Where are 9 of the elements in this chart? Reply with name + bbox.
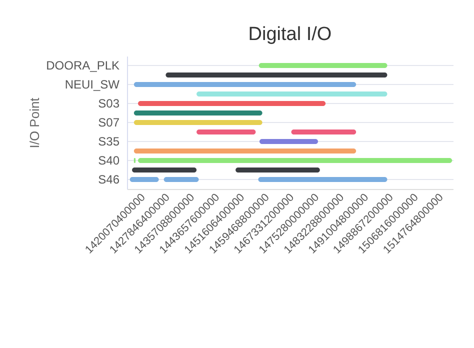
y-tick-label: S07 — [98, 116, 120, 130]
y-tick-label: S03 — [98, 96, 120, 110]
chart-title: Digital I/O — [248, 24, 332, 45]
y-tick-label: S35 — [98, 134, 120, 148]
y-axis-title: I/O Point — [27, 97, 42, 148]
y-tick-label: DOORA_PLK — [46, 58, 120, 72]
y-tick-label: S40 — [98, 154, 120, 168]
y-tick-label: NEUI_SW — [64, 78, 120, 92]
y-tick-label: S46 — [98, 172, 120, 186]
